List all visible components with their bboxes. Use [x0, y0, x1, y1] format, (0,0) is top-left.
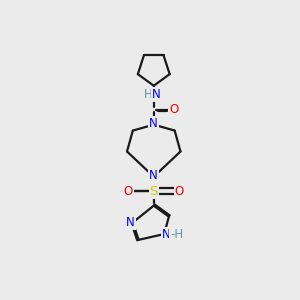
Text: N: N: [149, 169, 158, 182]
Text: N: N: [149, 117, 158, 130]
Text: N: N: [126, 216, 135, 229]
Text: H: H: [144, 88, 152, 101]
Text: O: O: [169, 103, 178, 116]
Text: N: N: [162, 227, 170, 241]
Text: N: N: [152, 88, 161, 101]
Text: S: S: [150, 184, 158, 197]
Text: -H: -H: [170, 227, 184, 241]
Text: O: O: [124, 184, 133, 197]
Text: O: O: [175, 184, 184, 197]
